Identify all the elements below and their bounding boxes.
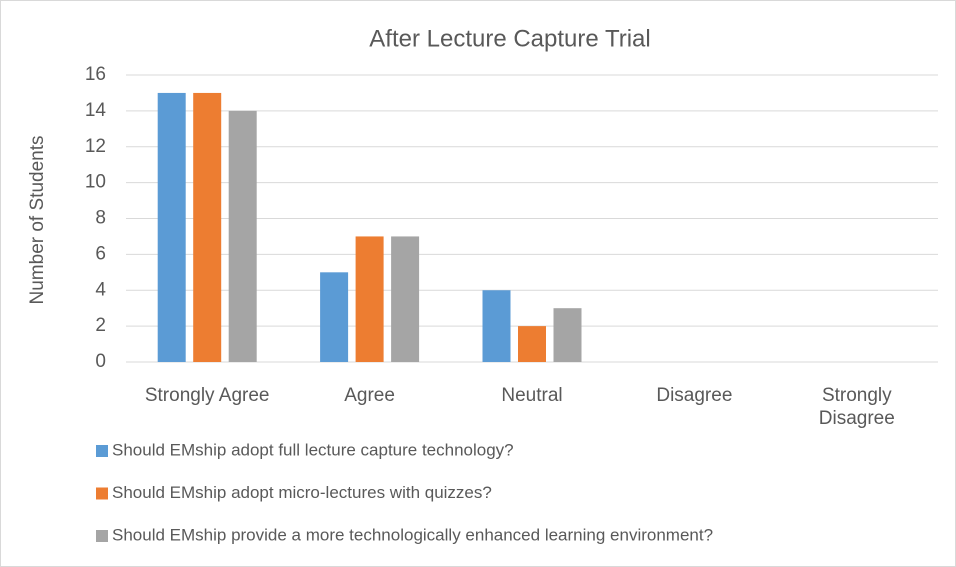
x-tick-label: Disagree [656,385,733,406]
bar [193,92,222,362]
y-tick-label: 14 [85,100,107,121]
legend-label: Should EMship adopt micro-lectures with … [112,483,492,502]
y-tick-label: 12 [85,136,106,157]
y-tick-label: 10 [85,172,106,193]
x-tick-label: Neutral [501,385,563,406]
y-tick-label: 2 [95,315,106,336]
x-tick-label: Strongly Agree [144,385,270,406]
y-tick-label: 16 [85,64,106,85]
y-tick-label: 6 [95,243,106,264]
bar [518,326,546,362]
bar [228,110,257,362]
bar [391,236,420,362]
legend-swatch [96,530,108,542]
bar [157,92,186,362]
chart-title: After Lecture Capture Trial [369,25,650,52]
bar [355,236,384,362]
legend-swatch [96,487,108,500]
legend-label: Should EMship provide a more technologic… [112,525,713,544]
y-axis-label: Number of Students [27,136,48,305]
bar [320,272,349,362]
x-tick-label: Strongly Disagree [818,385,895,429]
y-tick-label: 8 [95,208,106,229]
y-tick-label: 0 [95,351,106,372]
legend-label: Should EMship adopt full lecture capture… [112,440,514,459]
bar [553,308,582,362]
y-tick-label: 4 [95,279,106,300]
x-tick-label: Agree [344,385,395,406]
legend-swatch [96,445,108,457]
bar [482,290,511,362]
